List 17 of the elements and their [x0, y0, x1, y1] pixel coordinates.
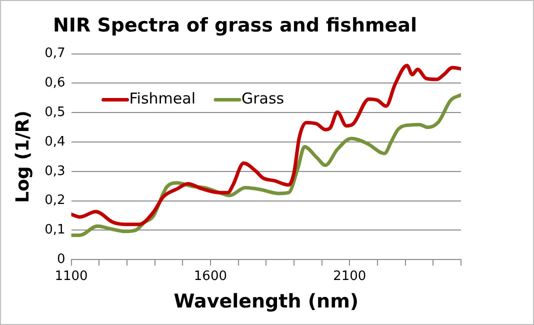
x-tick-label: 2100	[333, 268, 366, 284]
chart-title: NIR Spectra of grass and fishmeal	[53, 14, 417, 36]
y-tick-label: 0,1	[44, 222, 66, 238]
legend-label: Fishmeal	[129, 90, 196, 108]
y-tick-label: 0	[56, 252, 66, 267]
legend-label: Grass	[242, 90, 284, 108]
y-tick-label: 0,7	[44, 46, 66, 62]
y-tick-label: 0,4	[44, 134, 66, 150]
y-tick-label: 0,3	[44, 164, 66, 179]
line-series	[71, 64, 461, 226]
y-axis-title: Log (1/R)	[12, 110, 34, 203]
y-tick-label: 0,6	[44, 76, 66, 91]
x-axis-title: Wavelength (nm)	[174, 290, 359, 313]
x-tick-label: 1600	[194, 268, 228, 284]
x-tick-label: 1100	[54, 268, 88, 284]
y-tick-label: 0,5	[44, 104, 66, 120]
y-tick-label: 0,2	[44, 193, 66, 208]
